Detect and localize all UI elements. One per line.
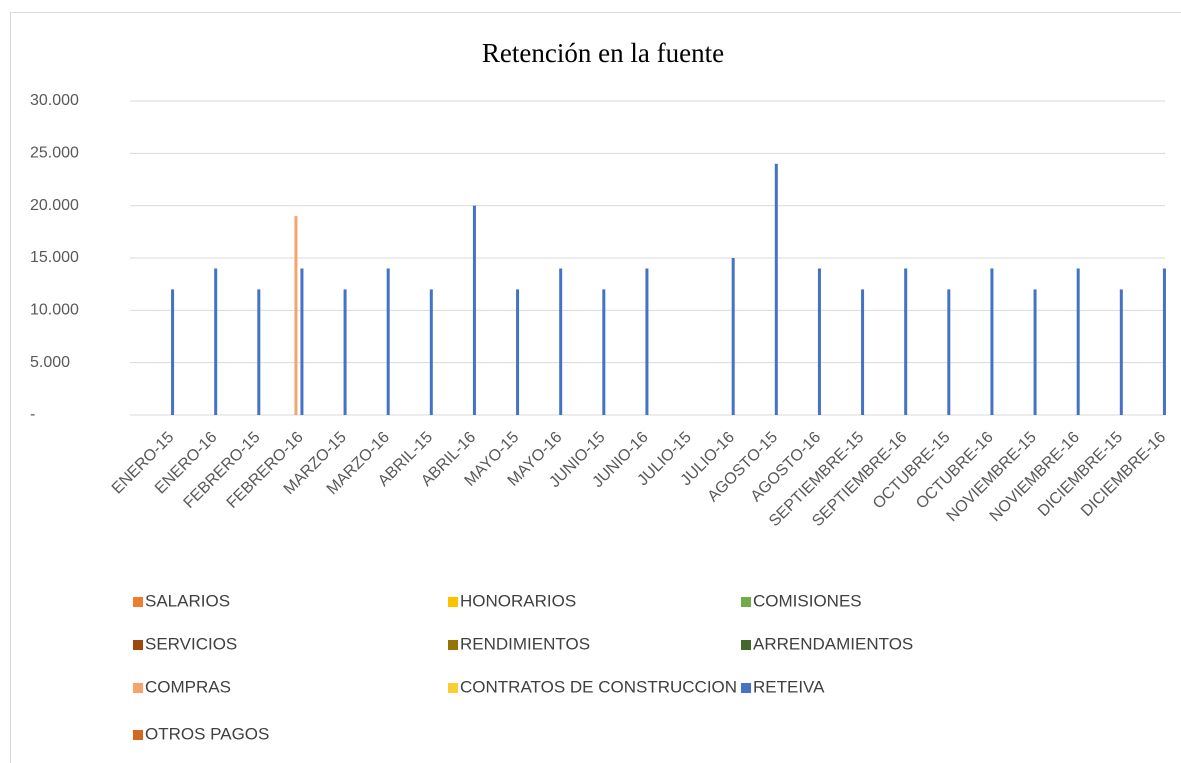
bar <box>645 268 649 415</box>
chart-border <box>10 12 1181 763</box>
legend-label: RENDIMIENTOS <box>460 634 590 653</box>
bar <box>602 289 606 415</box>
legend-label: RETEIVA <box>753 677 825 696</box>
legend: SALARIOS HONORARIOS COMISIONES SERVICIOS REN… <box>133 591 913 743</box>
y-tick-label: 20.000 <box>30 197 79 214</box>
bar <box>472 205 476 415</box>
bar <box>1076 268 1080 415</box>
legend-label: SERVICIOS <box>145 634 237 653</box>
bar <box>516 289 520 415</box>
legend-label: OTROS PAGOS <box>145 724 269 743</box>
legend-label: COMISIONES <box>753 591 862 610</box>
legend-swatch <box>741 640 751 650</box>
bar <box>990 268 994 415</box>
y-tick-label: 10.000 <box>30 302 79 319</box>
bar <box>1119 289 1123 415</box>
y-tick-label: - <box>30 406 35 423</box>
legend-swatch <box>448 597 458 607</box>
bar <box>300 268 304 415</box>
legend-label: CONTRATOS DE CONSTRUCCION <box>460 677 737 696</box>
bar <box>343 289 347 415</box>
bar <box>731 258 735 415</box>
x-tick-label: FEBRERO-16 <box>224 429 307 512</box>
legend-swatch <box>133 730 143 740</box>
legend-swatch <box>133 683 143 693</box>
legend-label: HONORARIOS <box>460 591 576 610</box>
bar <box>171 289 175 415</box>
legend-swatch <box>133 640 143 650</box>
y-tick-label: 25.000 <box>30 145 79 162</box>
bar <box>1033 289 1037 415</box>
chart-title: Retención en la fuente <box>482 38 724 68</box>
bar <box>294 216 298 415</box>
legend-label: SALARIOS <box>145 591 230 610</box>
bar <box>817 268 821 415</box>
bar <box>774 163 778 415</box>
y-tick-label: 30.000 <box>30 92 79 109</box>
bar <box>947 289 951 415</box>
bar <box>257 289 261 415</box>
x-tick-label: OCTUBRE-15 <box>870 429 954 513</box>
bar <box>559 268 563 415</box>
x-tick-label: OCTUBRE-16 <box>913 429 997 513</box>
y-tick-label: 15.000 <box>30 249 79 266</box>
x-tick-label: FEBRERO-15 <box>181 429 264 512</box>
legend-swatch <box>741 597 751 607</box>
legend-swatch <box>448 683 458 693</box>
bar <box>904 268 908 415</box>
bar <box>861 289 865 415</box>
legend-label: ARRENDAMIENTOS <box>753 634 913 653</box>
y-tick-label: 5.000 <box>30 354 70 371</box>
legend-swatch <box>741 683 751 693</box>
bar <box>1162 268 1166 415</box>
bar <box>386 268 390 415</box>
bar <box>214 268 218 415</box>
legend-swatch <box>448 640 458 650</box>
bar <box>429 289 433 415</box>
legend-label: COMPRAS <box>145 677 231 696</box>
legend-swatch <box>133 597 143 607</box>
